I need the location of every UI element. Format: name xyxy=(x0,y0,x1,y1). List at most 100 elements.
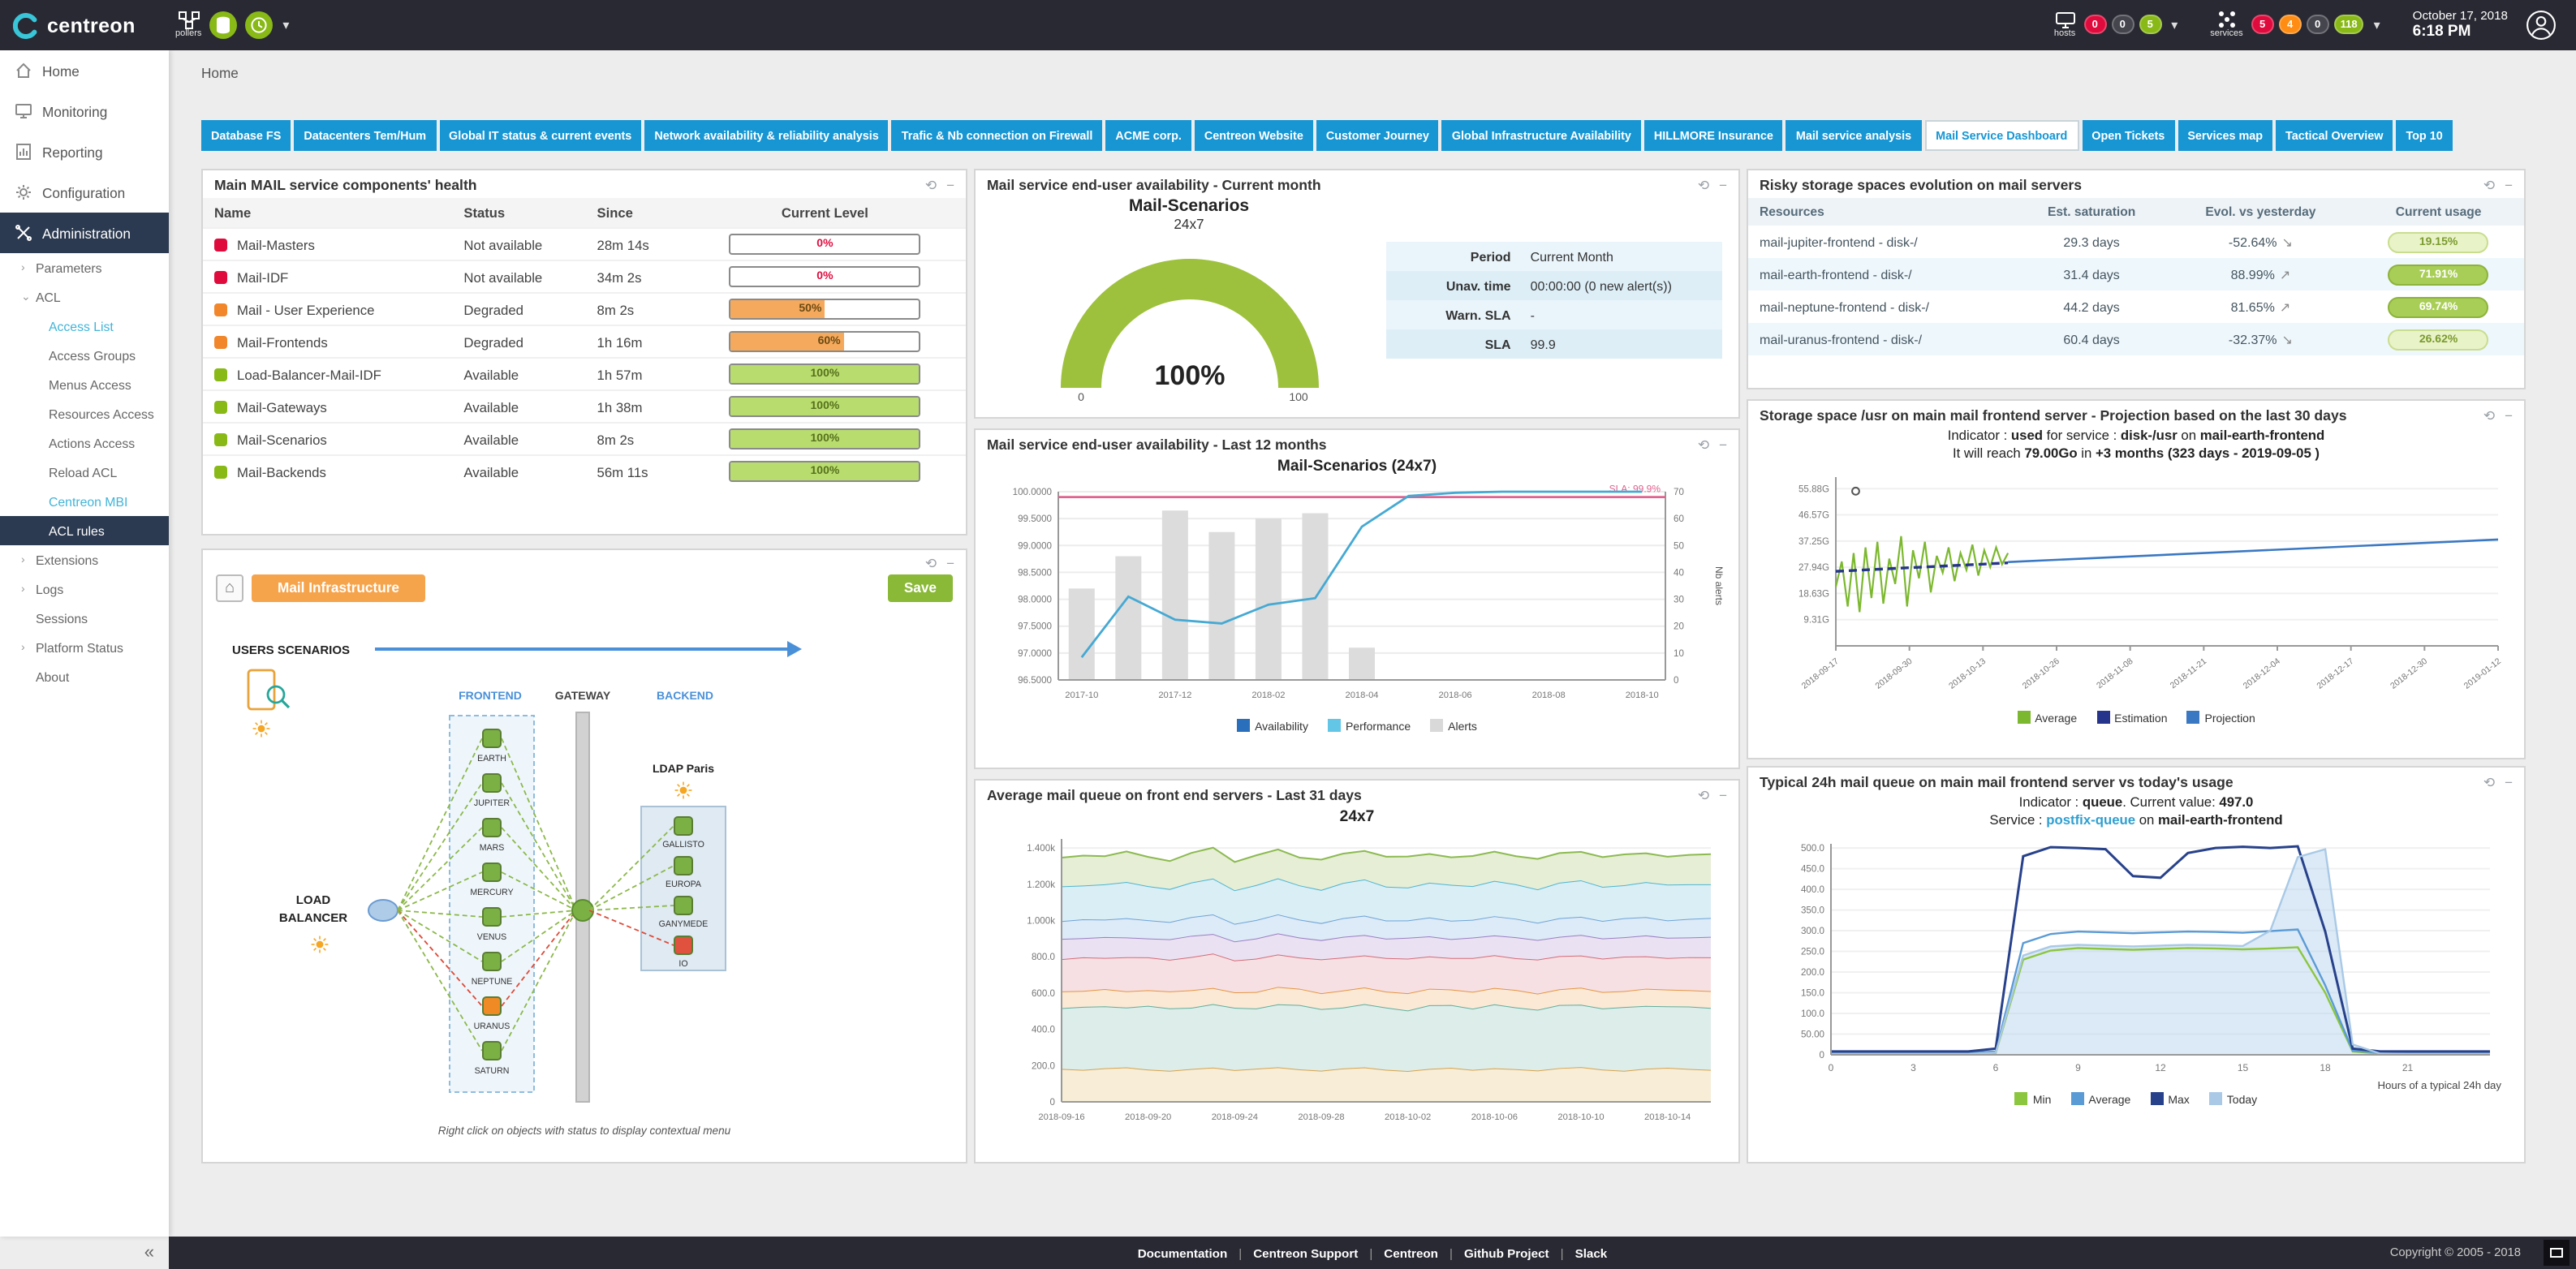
sidebar-item-monitoring[interactable]: Monitoring xyxy=(0,91,169,131)
sidebar-item-menus-access[interactable]: Menus Access xyxy=(0,370,169,399)
sidebar-item-configuration[interactable]: Configuration xyxy=(0,172,169,213)
hosts-badge: 5 xyxy=(2139,15,2162,35)
tab-mail-service-dashboard[interactable]: Mail Service Dashboard xyxy=(1924,120,2079,151)
tab-datacenters-tem-hum[interactable]: Datacenters Tem/Hum xyxy=(294,120,437,151)
minimize-icon[interactable]: − xyxy=(2505,773,2513,790)
minimize-icon[interactable]: − xyxy=(2505,407,2513,424)
minimize-icon[interactable]: − xyxy=(1719,436,1727,453)
level-label: 0% xyxy=(816,239,834,250)
tab-customer-journey[interactable]: Customer Journey xyxy=(1316,120,1439,151)
tab-open-tickets[interactable]: Open Tickets xyxy=(2082,120,2175,151)
svg-text:100%: 100% xyxy=(1154,360,1225,391)
brand[interactable]: centreon xyxy=(0,12,175,38)
tab-database-fs[interactable]: Database FS xyxy=(201,120,291,151)
fullscreen-corner-button[interactable] xyxy=(2544,1240,2570,1266)
refresh-icon[interactable]: ⟲ xyxy=(924,555,937,571)
sidebar-item-acl[interactable]: ⌄ ACL xyxy=(0,282,169,312)
sidebar-item-about[interactable]: About xyxy=(0,662,169,691)
minimize-icon[interactable]: − xyxy=(1719,786,1727,803)
level-bar: 100% xyxy=(729,428,921,450)
sidebar-item-administration[interactable]: Administration xyxy=(0,213,169,253)
sidebar-item-label: Home xyxy=(42,62,80,79)
sidebar-item-resources-access[interactable]: Resources Access xyxy=(0,399,169,428)
tab-acme-corp[interactable]: ACME corp. xyxy=(1105,120,1191,151)
sidebar-subitem-label: ACL rules xyxy=(49,523,105,538)
since-cell: 1h 38m xyxy=(585,389,684,423)
minimize-icon[interactable]: − xyxy=(2505,176,2513,193)
table-row: Mail-IDF Not available 34m 2s 0% xyxy=(203,260,966,293)
sidebar-item-home[interactable]: Home xyxy=(0,50,169,91)
tab-mail-service-analysis[interactable]: Mail service analysis xyxy=(1786,120,1922,151)
sidebar-item-access-groups[interactable]: Access Groups xyxy=(0,341,169,370)
minimize-icon[interactable]: − xyxy=(1719,176,1727,193)
legend-swatch xyxy=(2070,1091,2084,1105)
sidebar-item-parameters[interactable]: › Parameters xyxy=(0,253,169,282)
tab-tactical-overview[interactable]: Tactical Overview xyxy=(2276,120,2393,151)
minimize-icon[interactable]: − xyxy=(946,555,954,571)
info-row: Period Current Month xyxy=(1386,242,1722,271)
tab-global-it-status-current-events[interactable]: Global IT status & current events xyxy=(439,120,642,151)
svg-text:Nb alerts: Nb alerts xyxy=(1713,566,1725,605)
footer-link-github-project[interactable]: Github Project xyxy=(1463,1245,1549,1260)
sidebar-item-reload-acl[interactable]: Reload ACL xyxy=(0,458,169,487)
sidebar-subitem-label: Actions Access xyxy=(49,436,136,450)
services-group[interactable]: services 5 4 0 118 ▾ xyxy=(2210,10,2380,40)
tab-services-map[interactable]: Services map xyxy=(2178,120,2273,151)
since-cell: 8m 2s xyxy=(585,292,684,325)
footer-link-centreon[interactable]: Centreon xyxy=(1384,1245,1438,1260)
refresh-icon[interactable]: ⟲ xyxy=(2483,176,2496,193)
tab-hillmore-insurance[interactable]: HILLMORE Insurance xyxy=(1643,120,1783,151)
svg-text:97.5000: 97.5000 xyxy=(1018,622,1052,632)
user-avatar[interactable] xyxy=(2526,10,2557,41)
minimize-icon[interactable]: − xyxy=(946,176,954,193)
tab-global-infrastructure-availability[interactable]: Global Infrastructure Availability xyxy=(1441,120,1641,151)
sidebar-collapse[interactable]: « xyxy=(0,1237,169,1269)
footer-link-slack[interactable]: Slack xyxy=(1574,1245,1608,1260)
sidebar-item-reporting[interactable]: Reporting xyxy=(0,131,169,172)
svg-text:2018-12-30: 2018-12-30 xyxy=(2389,656,2429,690)
sidebar-item-acl-rules[interactable]: ACL rules xyxy=(0,516,169,545)
tab-trafic-nb-connection-on-firewall[interactable]: Trafic & Nb connection on Firewall xyxy=(891,120,1103,151)
breadcrumb[interactable]: Home xyxy=(201,65,239,81)
collapse-sidebar-icon[interactable]: « xyxy=(144,1243,154,1263)
refresh-icon[interactable]: ⟲ xyxy=(2483,407,2496,424)
footer-link-documentation[interactable]: Documentation xyxy=(1137,1245,1228,1260)
pollers-label: pollers xyxy=(175,28,202,39)
infrastructure-diagram[interactable]: USERS SCENARIOS FRONTEND GATEWAY BACKEND LOA… xyxy=(213,608,956,1124)
footer-link-centreon-support[interactable]: Centreon Support xyxy=(1253,1245,1359,1260)
refresh-icon[interactable]: ⟲ xyxy=(924,176,937,193)
footer-separator: | xyxy=(1238,1245,1243,1260)
pollers-group[interactable]: pollers ▾ xyxy=(175,11,289,40)
services-chevron-down-icon[interactable]: ▾ xyxy=(2373,17,2380,32)
refresh-icon[interactable]: ⟲ xyxy=(1697,176,1710,193)
mail-infrastructure-button[interactable]: Mail Infrastructure xyxy=(252,574,425,601)
svg-text:2019-01-12: 2019-01-12 xyxy=(2462,656,2503,690)
latency-status-icon[interactable] xyxy=(245,11,274,39)
level-fill xyxy=(730,333,844,351)
sidebar-item-extensions[interactable]: › Extensions xyxy=(0,545,169,574)
sidebar-item-platform-status[interactable]: › Platform Status xyxy=(0,633,169,662)
hosts-chevron-down-icon[interactable]: ▾ xyxy=(2171,17,2178,32)
sidebar-item-centreon-mbi[interactable]: Centreon MBI xyxy=(0,487,169,516)
tab-centreon-website[interactable]: Centreon Website xyxy=(1194,120,1313,151)
save-button[interactable]: Save xyxy=(887,574,953,601)
home-view-button[interactable]: ⌂ xyxy=(216,574,243,601)
typical-chart-legend: Min Average Max Today xyxy=(1748,1091,2524,1106)
reporting-icon xyxy=(15,143,32,161)
tab-top-10[interactable]: Top 10 xyxy=(2396,120,2453,151)
subtitle-part: on xyxy=(2177,427,2200,443)
svg-text:SATURN: SATURN xyxy=(475,1065,510,1075)
sidebar-item-sessions[interactable]: Sessions xyxy=(0,604,169,633)
svg-text:9: 9 xyxy=(2075,1061,2081,1073)
database-status-icon[interactable] xyxy=(209,11,238,39)
sidebar-item-actions-access[interactable]: Actions Access xyxy=(0,428,169,458)
tab-network-availability-reliability-analysis[interactable]: Network availability & reliability analy… xyxy=(644,120,889,151)
refresh-icon[interactable]: ⟲ xyxy=(2483,773,2496,790)
service-name-cell: Mail-Scenarios xyxy=(203,422,453,455)
refresh-icon[interactable]: ⟲ xyxy=(1697,786,1710,803)
refresh-icon[interactable]: ⟲ xyxy=(1697,436,1710,453)
pollers-chevron-down-icon[interactable]: ▾ xyxy=(282,18,290,32)
sidebar-item-logs[interactable]: › Logs xyxy=(0,574,169,604)
sidebar-item-access-list[interactable]: Access List xyxy=(0,312,169,341)
